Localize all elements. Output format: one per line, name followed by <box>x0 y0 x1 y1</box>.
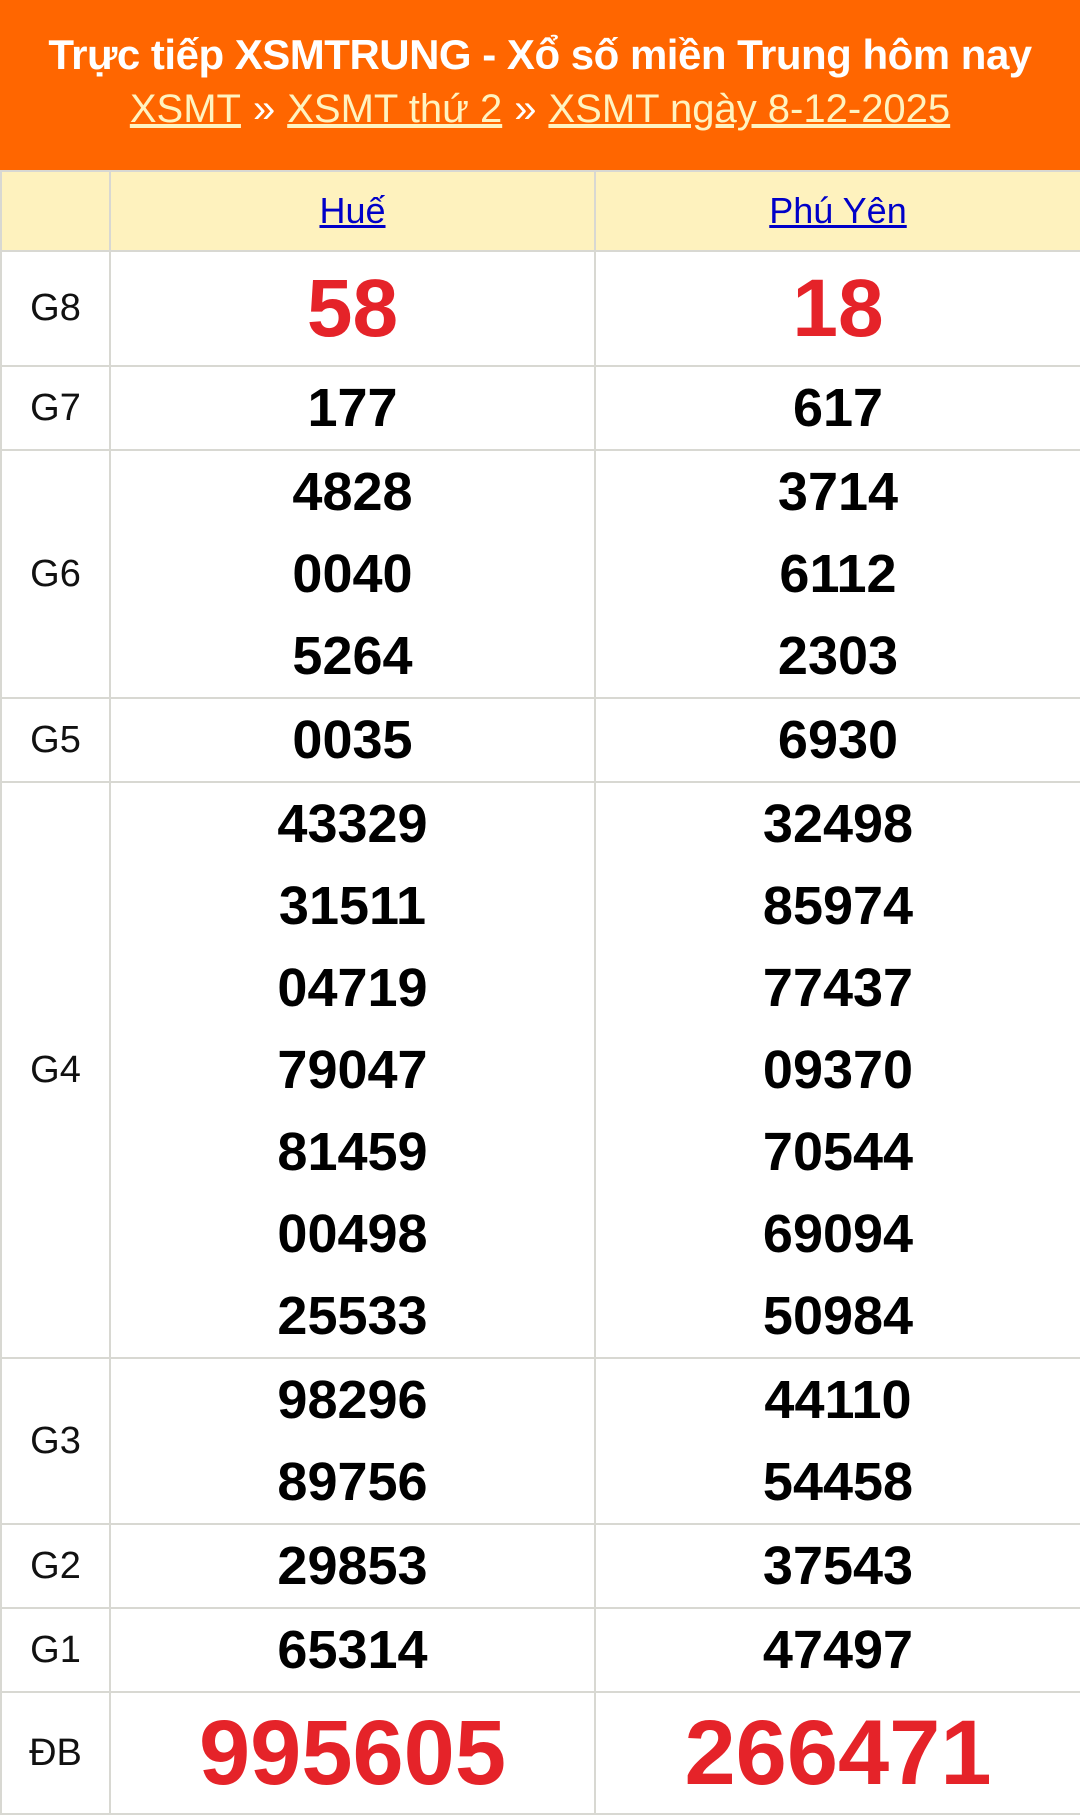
prize-label: G2 <box>0 1523 111 1609</box>
winning-number: 65314 <box>277 1620 428 1680</box>
winning-number: 00498 <box>277 1204 428 1264</box>
winning-number: 266471 <box>684 1701 992 1804</box>
winning-number: 85974 <box>762 876 914 936</box>
winning-number: 50984 <box>762 1286 914 1346</box>
table-row-g5: G5 0035 6930 <box>0 697 1080 783</box>
result-cell: 3714 6112 2303 <box>594 449 1080 699</box>
prize-label: G6 <box>0 449 111 699</box>
result-cell: 65314 <box>109 1607 596 1693</box>
winning-number: 18 <box>792 262 884 354</box>
winning-number: 37543 <box>762 1536 914 1596</box>
prize-header <box>0 170 111 252</box>
table-row-g3: G3 98296 89756 44110 54458 <box>0 1357 1080 1525</box>
winning-number: 69094 <box>762 1204 914 1264</box>
winning-number: 89756 <box>277 1452 428 1512</box>
table-row-g7: G7 177 617 <box>0 365 1080 451</box>
winning-number: 70544 <box>762 1122 914 1182</box>
table-row-g2: G2 29853 37543 <box>0 1523 1080 1609</box>
result-cell: 44110 54458 <box>594 1357 1080 1525</box>
winning-number: 4828 <box>292 462 413 522</box>
prize-label: G5 <box>0 697 111 783</box>
result-cell: 32498 85974 77437 09370 70544 69094 50984 <box>594 781 1080 1359</box>
winning-number: 6112 <box>779 544 897 604</box>
result-cell: 47497 <box>594 1607 1080 1693</box>
result-cell: 43329 31511 04719 79047 81459 00498 25533 <box>109 781 596 1359</box>
province-header-phu-yen: Phú Yên <box>594 170 1080 252</box>
breadcrumb-xsmt[interactable]: XSMT <box>129 87 241 131</box>
prize-label: G4 <box>0 781 111 1359</box>
winning-number: 09370 <box>762 1040 914 1100</box>
winning-number: 2303 <box>777 626 899 686</box>
result-cell: 29853 <box>109 1523 596 1609</box>
winning-number: 177 <box>307 378 398 438</box>
winning-number: 0035 <box>292 710 413 770</box>
province-header-hue: Huế <box>109 170 596 252</box>
result-cell: 18 <box>594 250 1080 367</box>
results-table: Huế Phú Yên G8 58 18 G7 177 617 G6 4828 0040 5264… <box>0 170 1080 1815</box>
winning-number: 77437 <box>762 958 914 1018</box>
winning-number: 43329 <box>277 794 428 854</box>
result-cell: 98296 89756 <box>109 1357 596 1525</box>
prize-label: G3 <box>0 1357 111 1525</box>
table-row-g1: G1 65314 47497 <box>0 1607 1080 1693</box>
winning-number: 81459 <box>277 1122 428 1182</box>
result-cell: 0035 <box>109 697 596 783</box>
result-cell: 266471 <box>594 1691 1080 1815</box>
winning-number: 3714 <box>777 462 899 522</box>
breadcrumb-xsmt-date[interactable]: XSMT ngày 8-12-2025 <box>548 87 951 131</box>
winning-number: 29853 <box>277 1536 428 1596</box>
page-header: Trực tiếp XSMTRUNG - Xổ số miền Trung hô… <box>0 0 1080 170</box>
page-title: Trực tiếp XSMTRUNG - Xổ số miền Trung hô… <box>48 31 1032 78</box>
winning-number: 54458 <box>762 1452 914 1512</box>
result-cell: 617 <box>594 365 1080 451</box>
result-cell: 58 <box>109 250 596 367</box>
table-row-db: ĐB 995605 266471 <box>0 1691 1080 1815</box>
table-header-row: Huế Phú Yên <box>0 170 1080 252</box>
province-link-phu-yen[interactable]: Phú Yên <box>769 190 907 231</box>
winning-number: 98296 <box>277 1370 428 1430</box>
prize-label: G8 <box>0 250 111 367</box>
breadcrumb: XSMT» XSMT thứ 2» XSMT ngày 8-12-2025 <box>0 82 1080 136</box>
winning-number: 25533 <box>277 1286 428 1346</box>
winning-number: 6930 <box>777 710 899 770</box>
winning-number: 31511 <box>278 876 427 936</box>
winning-number: 44110 <box>764 1370 912 1430</box>
table-row-g4: G4 43329 31511 04719 79047 81459 00498 25533 324… <box>0 781 1080 1359</box>
breadcrumb-xsmt-thu-2[interactable]: XSMT thứ 2 <box>287 87 503 131</box>
winning-number: 04719 <box>277 958 428 1018</box>
winning-number: 58 <box>306 262 399 354</box>
winning-number: 79047 <box>277 1040 428 1100</box>
table-row-g8: G8 58 18 <box>0 250 1080 367</box>
prize-label: G1 <box>0 1607 111 1693</box>
winning-number: 32498 <box>762 794 914 854</box>
result-cell: 37543 <box>594 1523 1080 1609</box>
result-cell: 6930 <box>594 697 1080 783</box>
result-cell: 177 <box>109 365 596 451</box>
result-cell: 4828 0040 5264 <box>109 449 596 699</box>
winning-number: 5264 <box>292 626 413 686</box>
result-cell: 995605 <box>109 1691 596 1815</box>
breadcrumb-separator: » <box>514 87 537 131</box>
prize-label: G7 <box>0 365 111 451</box>
winning-number: 617 <box>792 378 884 438</box>
prize-label: ĐB <box>0 1691 111 1815</box>
winning-number: 995605 <box>199 1701 506 1804</box>
winning-number: 0040 <box>292 544 413 604</box>
winning-number: 47497 <box>762 1620 914 1680</box>
breadcrumb-separator: » <box>252 87 276 131</box>
province-link-hue[interactable]: Huế <box>319 190 386 231</box>
table-row-g6: G6 4828 0040 5264 3714 6112 2303 <box>0 449 1080 699</box>
